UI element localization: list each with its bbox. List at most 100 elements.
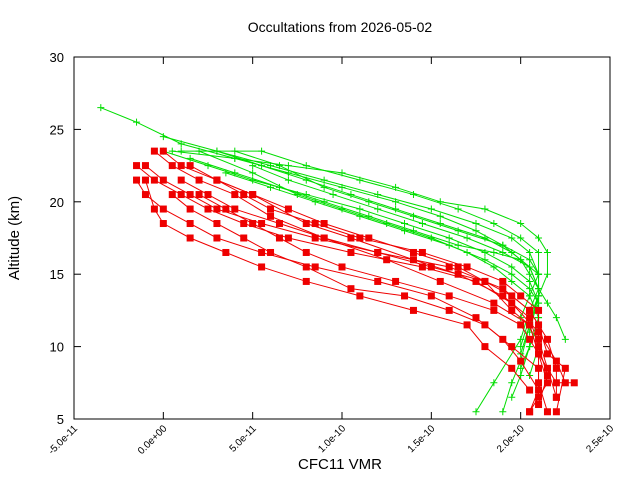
red-data-point	[150, 176, 158, 184]
green-data-point	[97, 104, 105, 112]
red-data-point	[543, 372, 551, 380]
red-data-point	[570, 379, 578, 387]
green-data-point	[526, 248, 534, 256]
red-data-point	[472, 314, 480, 322]
red-data-point	[204, 191, 212, 199]
red-data-point	[535, 393, 543, 401]
red-data-point	[150, 147, 158, 155]
plot-frame	[73, 56, 611, 420]
red-profile-line	[136, 165, 566, 383]
green-data-point	[418, 220, 426, 228]
red-data-point	[249, 191, 257, 199]
red-data-point	[409, 306, 417, 314]
x-tick-label: 5.0e-11	[228, 423, 260, 455]
green-data-point	[535, 248, 543, 256]
red-data-point	[311, 220, 319, 228]
red-data-point	[267, 248, 275, 256]
red-data-point	[258, 263, 266, 271]
red-data-point	[213, 220, 221, 228]
red-data-point	[508, 292, 516, 300]
red-data-point	[508, 299, 516, 307]
red-data-point	[526, 335, 534, 343]
red-data-point	[240, 191, 248, 199]
green-data-point	[543, 299, 551, 307]
red-data-point	[302, 220, 310, 228]
red-data-point	[481, 277, 489, 285]
green-data-point	[267, 183, 275, 191]
green-data-point	[365, 198, 373, 206]
red-data-point	[552, 364, 560, 372]
green-data-point	[320, 176, 328, 184]
green-data-point	[356, 205, 364, 213]
green-data-point	[454, 227, 462, 235]
green-data-point	[508, 393, 516, 401]
red-data-point	[535, 343, 543, 351]
red-data-point	[159, 205, 167, 213]
green-data-point	[195, 147, 203, 155]
green-data-point	[427, 205, 435, 213]
red-data-point	[445, 263, 453, 271]
red-data-point	[392, 277, 400, 285]
green-profiles	[97, 104, 569, 416]
red-data-point	[543, 408, 551, 416]
green-data-point	[543, 270, 551, 278]
red-data-point	[133, 176, 141, 184]
green-data-point	[159, 133, 167, 141]
y-tick-label: 5	[57, 412, 64, 427]
green-data-point	[409, 191, 417, 199]
green-data-point	[311, 198, 319, 206]
red-data-point	[454, 263, 462, 271]
red-data-point	[141, 191, 149, 199]
green-data-point	[186, 154, 194, 162]
red-data-point	[204, 205, 212, 213]
red-data-point	[543, 364, 551, 372]
red-data-point	[445, 292, 453, 300]
red-data-point	[302, 277, 310, 285]
green-data-point	[508, 234, 516, 242]
red-data-point	[526, 386, 534, 394]
red-data-point	[427, 263, 435, 271]
green-profile-line	[181, 150, 540, 318]
green-data-point	[490, 248, 498, 256]
green-data-point	[177, 147, 185, 155]
red-profile-line	[171, 194, 540, 398]
green-data-point	[508, 379, 516, 387]
green-data-point	[392, 205, 400, 213]
red-data-point	[552, 379, 560, 387]
green-data-point	[517, 234, 525, 242]
red-data-point	[159, 147, 167, 155]
red-data-point	[490, 306, 498, 314]
x-tick-label: 0.0e+00	[136, 423, 170, 457]
green-data-point	[508, 270, 516, 278]
red-data-point	[374, 248, 382, 256]
red-data-point	[222, 248, 230, 256]
red-data-point	[535, 321, 543, 329]
green-data-point	[454, 241, 462, 249]
green-data-point	[526, 285, 534, 293]
red-data-point	[535, 306, 543, 314]
red-data-point	[133, 162, 141, 170]
red-profile-line	[144, 179, 530, 391]
green-data-point	[499, 241, 507, 249]
green-data-point	[517, 220, 525, 228]
green-data-point	[436, 212, 444, 220]
chart-title: Occultations from 2026-05-02	[248, 19, 433, 35]
red-data-point	[195, 191, 203, 199]
red-data-point	[302, 248, 310, 256]
y-tick-label: 10	[50, 340, 64, 355]
red-data-point	[535, 350, 543, 358]
x-tick-label: 1.0e-10	[316, 423, 348, 455]
red-data-point	[311, 263, 319, 271]
red-data-point	[320, 220, 328, 228]
red-data-point	[275, 234, 283, 242]
red-data-point	[543, 379, 551, 387]
green-data-point	[526, 343, 534, 351]
red-data-point	[284, 234, 292, 242]
green-data-point	[409, 227, 417, 235]
red-data-point	[517, 321, 525, 329]
red-data-point	[472, 277, 480, 285]
red-data-point	[436, 277, 444, 285]
red-data-point	[517, 357, 525, 365]
green-data-point	[356, 176, 364, 184]
green-data-point	[258, 147, 266, 155]
